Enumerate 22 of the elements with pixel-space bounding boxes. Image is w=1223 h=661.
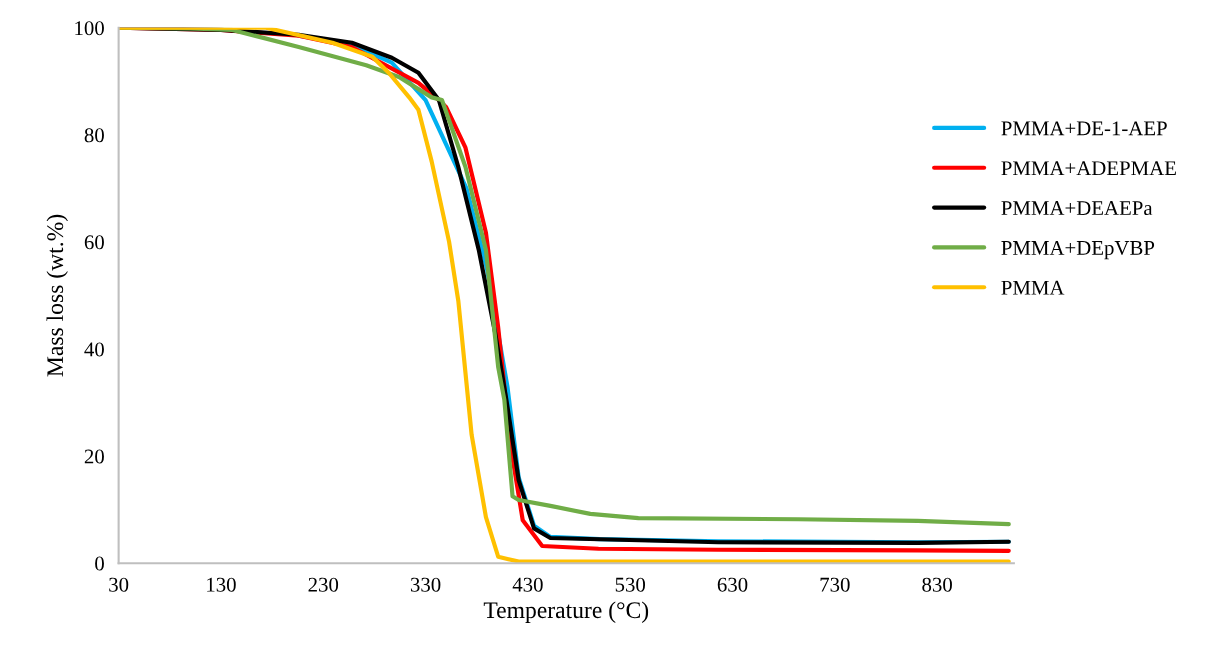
x-axis-title: Temperature (°C) (483, 601, 649, 623)
x-tick-label: 30 (109, 577, 129, 592)
x-tick-label: 330 (410, 577, 441, 592)
y-tick-label: 60 (84, 235, 104, 250)
x-tick-label: 630 (717, 577, 748, 592)
y-tick-label: 40 (84, 342, 104, 357)
y-tick-label: 20 (84, 449, 104, 464)
x-tick-label: 230 (308, 577, 339, 592)
y-tick-label: 100 (75, 21, 104, 36)
legend-label: PMMA+DEAEPa (1001, 201, 1153, 216)
y-axis-title: Mass loss (wt.%) (46, 214, 68, 377)
y-tick-label: 0 (95, 556, 104, 571)
x-tick-label: 830 (922, 577, 952, 592)
x-tick-label: 530 (615, 577, 646, 592)
x-tick-label: 730 (820, 577, 850, 592)
legend-label: PMMA (1001, 280, 1065, 295)
legend-label: PMMA+DEpVBP (1001, 240, 1155, 260)
legend-label: PMMA+ADEPMAE (1001, 161, 1176, 176)
x-tick-label: 130 (207, 577, 236, 592)
legend-label: PMMA+DE-1-AEP (1001, 121, 1167, 136)
y-tick-label: 80 (84, 128, 104, 143)
x-tick-label: 430 (512, 577, 543, 592)
